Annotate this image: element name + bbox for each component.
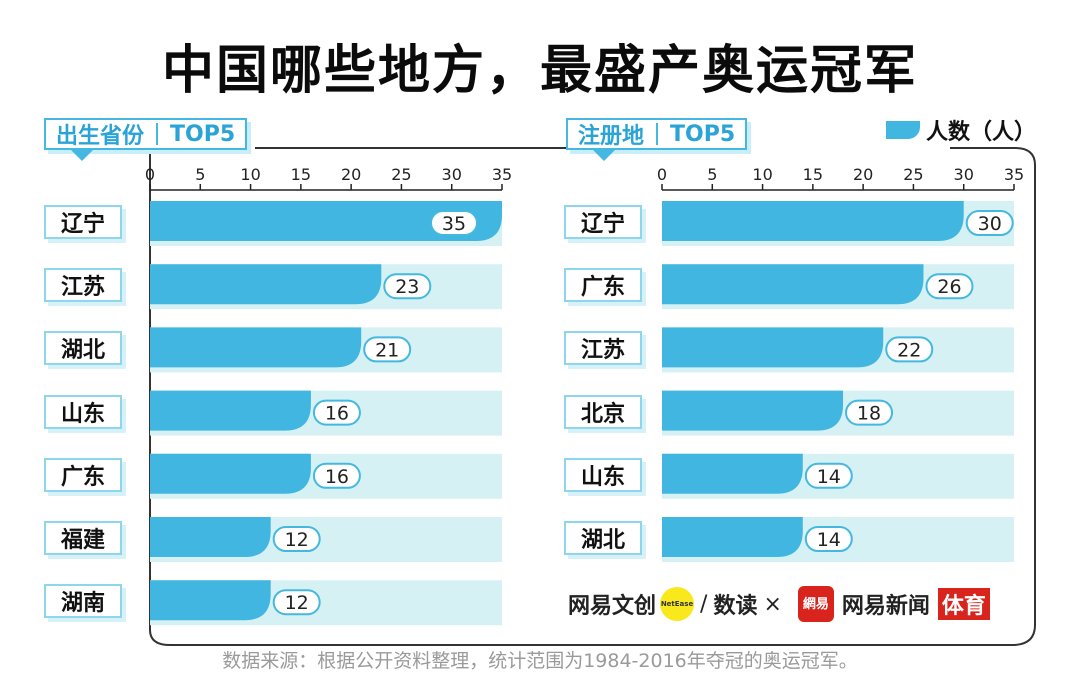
- province-label: 广东: [44, 457, 122, 492]
- province-label: 辽宁: [564, 205, 642, 239]
- brand-slash: /: [700, 591, 708, 617]
- axis-tick-label: 5: [195, 165, 205, 184]
- panel-tag-registered: 注册地 TOP5: [566, 118, 748, 161]
- value-label: 16: [325, 466, 349, 488]
- axis-tick-label: 25: [391, 165, 411, 184]
- page-title: 中国哪些地方，最盛产奥运冠军: [161, 41, 918, 101]
- province-label: 山东: [564, 457, 642, 492]
- province-label: 湖北: [564, 521, 642, 555]
- province-label: 江苏: [564, 331, 642, 366]
- panel-tag-birth-suffix: TOP5: [170, 121, 236, 147]
- panel-tag-pointer: [592, 149, 616, 161]
- value-pill: [845, 399, 894, 426]
- axis-tick-label: 15: [291, 165, 311, 184]
- value-label: 26: [937, 276, 961, 298]
- bar: [662, 517, 803, 557]
- charts-group: 0 5 10 15 20 25 30 35 35 23 21 16 16 12 12 0 5 10 15 20 25 30…: [145, 165, 1024, 626]
- province-label: 福建: [44, 521, 122, 555]
- bar: [150, 327, 362, 368]
- value-pill: [383, 273, 432, 300]
- brand-times: ×: [763, 591, 782, 617]
- brand-netease-culture: 网易文创: [568, 594, 657, 619]
- bar: [662, 453, 803, 494]
- value-label: 14: [817, 529, 841, 551]
- axis-tick-label: 20: [341, 165, 361, 184]
- bar: [662, 201, 964, 241]
- province-label: 湖北: [44, 331, 122, 366]
- brand-shudu: 数读: [713, 594, 758, 619]
- bar: [150, 264, 382, 305]
- value-pill: [804, 462, 853, 489]
- brand-netease-news: 网易新闻: [841, 594, 930, 619]
- value-pill: [925, 273, 974, 300]
- panel-tag-separator: [656, 123, 659, 145]
- bar: [662, 327, 884, 368]
- value-pill: [272, 526, 321, 552]
- value-label: 12: [285, 529, 309, 551]
- province-label: 江苏: [44, 268, 122, 303]
- panel-tag-registered-label: 注册地: [578, 124, 645, 149]
- bar: [150, 517, 271, 557]
- brand-logos: 网易文创 NetEase / 数读 × 網易 网易新闻 体育: [568, 586, 990, 622]
- province-label: 湖南: [44, 584, 122, 619]
- axis-tick-label: 30: [954, 165, 974, 184]
- value-label: 12: [285, 592, 309, 614]
- value-pill: [965, 210, 1014, 236]
- value-label: 30: [978, 213, 1002, 235]
- axis-tick-label: 0: [657, 165, 667, 184]
- value-pill: [430, 210, 478, 236]
- value-pill: [272, 589, 321, 616]
- value-pill: [312, 462, 361, 489]
- value-label: 23: [395, 276, 419, 298]
- panel-tag-birth-label: 出生省份: [56, 124, 145, 149]
- value-label: 18: [857, 403, 881, 425]
- brand-sport-badge: 体育: [937, 588, 990, 620]
- axis-tick-label: 15: [803, 165, 823, 184]
- netease-dot-logo: NetEase: [660, 587, 695, 621]
- value-label: 16: [325, 403, 349, 425]
- province-label: 广东: [564, 268, 642, 303]
- province-label: 北京: [564, 394, 642, 429]
- bar: [150, 453, 311, 494]
- legend-label: 人数（人）: [926, 120, 1037, 145]
- value-pill: [804, 526, 853, 552]
- axis-tick-label: 20: [853, 165, 873, 184]
- bar: [150, 201, 502, 241]
- netease-news-logo: 網易: [797, 586, 834, 622]
- source-note: 数据来源：根据公开资料整理，统计范围为1984-2016年夺冠的奥运冠军。: [222, 650, 858, 672]
- panel-tag-birth: 出生省份 TOP5: [44, 118, 248, 161]
- axis-tick-label: 10: [240, 165, 260, 184]
- axis-tick-label: 5: [707, 165, 717, 184]
- panel-tag-registered-suffix: TOP5: [670, 121, 736, 147]
- axis-tick-label: 35: [492, 165, 512, 184]
- panel-tag-separator: [156, 123, 159, 145]
- bar: [150, 580, 271, 621]
- frame-outline: [149, 147, 1036, 646]
- value-label: 14: [817, 466, 841, 488]
- value-pill: [885, 336, 934, 363]
- axis-tick-label: 30: [442, 165, 462, 184]
- province-label: 辽宁: [44, 205, 122, 239]
- axis-tick-label: 10: [752, 165, 772, 184]
- bar: [662, 390, 844, 431]
- value-label: 22: [897, 339, 921, 361]
- panel-tag-pointer: [70, 149, 94, 161]
- value-pill: [312, 399, 361, 426]
- axis-tick-label: 0: [145, 165, 155, 184]
- legend: 人数（人）: [886, 114, 1036, 146]
- value-label: 35: [442, 213, 466, 235]
- value-pill: [363, 336, 412, 363]
- axis-tick-label: 35: [1004, 165, 1024, 184]
- bar: [662, 264, 924, 305]
- province-label: 山东: [44, 394, 122, 429]
- bar: [150, 390, 311, 431]
- value-label: 21: [375, 339, 399, 361]
- legend-swatch: [886, 121, 920, 139]
- axis-tick-label: 25: [903, 165, 923, 184]
